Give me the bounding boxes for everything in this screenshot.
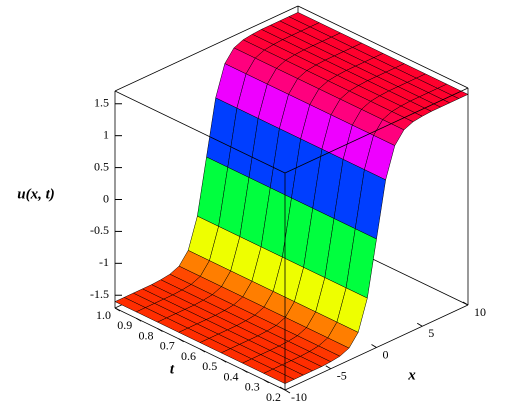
box-edge — [284, 87, 469, 174]
box-edge — [114, 5, 299, 92]
t-tick — [135, 317, 142, 322]
t-tick-label: 0.9 — [117, 318, 132, 332]
t-axis-label: t — [170, 361, 175, 377]
t-tick-label: 0.2 — [266, 390, 281, 404]
box-edge — [297, 5, 469, 89]
t-tick — [114, 307, 121, 312]
x-tick — [371, 344, 377, 348]
t-tick-label: 0.4 — [224, 369, 239, 383]
t-tick — [178, 338, 185, 343]
t-tick-label: 0.6 — [181, 349, 196, 363]
x-tick-label: -10 — [291, 390, 307, 404]
z-tick-label: 0.5 — [94, 159, 109, 173]
t-tick-label: 0.8 — [139, 328, 154, 342]
t-tick — [242, 369, 248, 373]
z-tick-label: 1 — [103, 127, 109, 141]
z-tick-label: 0 — [103, 191, 109, 205]
surface — [114, 12, 469, 384]
x-tick-label: -5 — [337, 369, 347, 383]
x-tick — [462, 301, 469, 306]
x-axis-label: x — [407, 367, 416, 383]
t-tick-label: 0.7 — [160, 339, 175, 353]
t-tick — [199, 348, 206, 353]
t-tick — [284, 389, 291, 394]
x-tick — [416, 322, 423, 327]
t-tick — [157, 328, 163, 332]
x-tick — [325, 365, 332, 370]
z-tick-label: -1.5 — [90, 287, 109, 301]
z-tick-label: -0.5 — [90, 223, 109, 237]
surface-cell — [263, 368, 295, 384]
x-tick-label: 0 — [383, 347, 389, 361]
t-tick — [263, 379, 270, 384]
x-tick-label: 10 — [474, 305, 486, 319]
z-axis-label: u(x, t) — [17, 186, 55, 202]
t-tick-label: 0.3 — [245, 380, 260, 394]
box-edge — [114, 90, 286, 174]
z-tick-label: 1.5 — [94, 96, 109, 110]
x-tick — [279, 386, 286, 391]
box-front: -1.5 -1 -0.5 0 0.5 1 1.5 0.2 0.3 0.4 0.5 0.6 0.7 0.8 0… — [90, 5, 486, 404]
x-tick-label: 5 — [428, 326, 434, 340]
t-tick-label: 0.5 — [202, 359, 217, 373]
t-tick — [220, 358, 227, 363]
z-tick-label: -1 — [99, 255, 109, 269]
t-tick-label: 1.0 — [96, 308, 111, 322]
